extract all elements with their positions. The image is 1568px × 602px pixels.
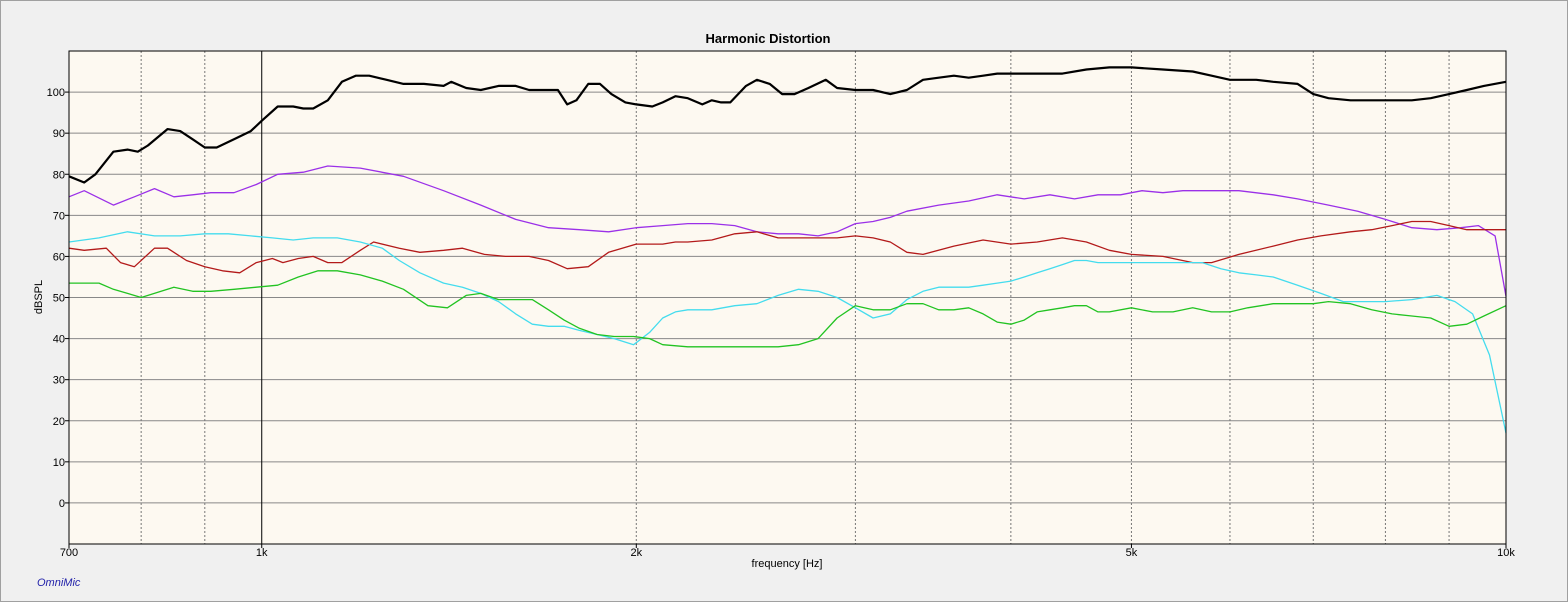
ticks: 0 10 20 30 40 50 60 70 80 90 100 700 1k 2k 5k 10k: [47, 87, 1516, 559]
series-line-1: [68, 165, 1507, 297]
y-axis-label: dBSPL: [33, 280, 45, 314]
series-line-0: [68, 66, 1507, 184]
series-line-4: [69, 270, 1507, 348]
x-tick-label: 10k: [1497, 547, 1515, 559]
y-tick-label: 50: [53, 293, 65, 305]
chart-title: Harmonic Distortion: [706, 31, 831, 46]
series-line-2: [68, 220, 1506, 274]
gridlines: [69, 51, 1506, 544]
y-tick-label: 20: [53, 416, 65, 428]
y-tick-label: 30: [53, 375, 65, 387]
series-line-3: [68, 231, 1507, 434]
y-tick-label: 0: [59, 498, 65, 510]
x-tick-label: 2k: [630, 547, 642, 559]
series-group: [68, 66, 1507, 434]
x-tick-label: 1k: [256, 547, 268, 559]
y-tick-label: 10: [53, 457, 65, 469]
y-tick-label: 100: [47, 87, 65, 99]
x-tick-label: 700: [60, 547, 78, 559]
y-tick-label: 70: [53, 210, 65, 222]
y-tick-label: 80: [53, 169, 65, 181]
y-tick-label: 40: [53, 334, 65, 346]
y-tick-label: 90: [53, 128, 65, 140]
y-tick-label: 60: [53, 251, 65, 263]
brand-label: OmniMic: [37, 577, 81, 589]
x-tick-label: 5k: [1126, 547, 1138, 559]
x-axis-label: frequency [Hz]: [752, 558, 823, 570]
